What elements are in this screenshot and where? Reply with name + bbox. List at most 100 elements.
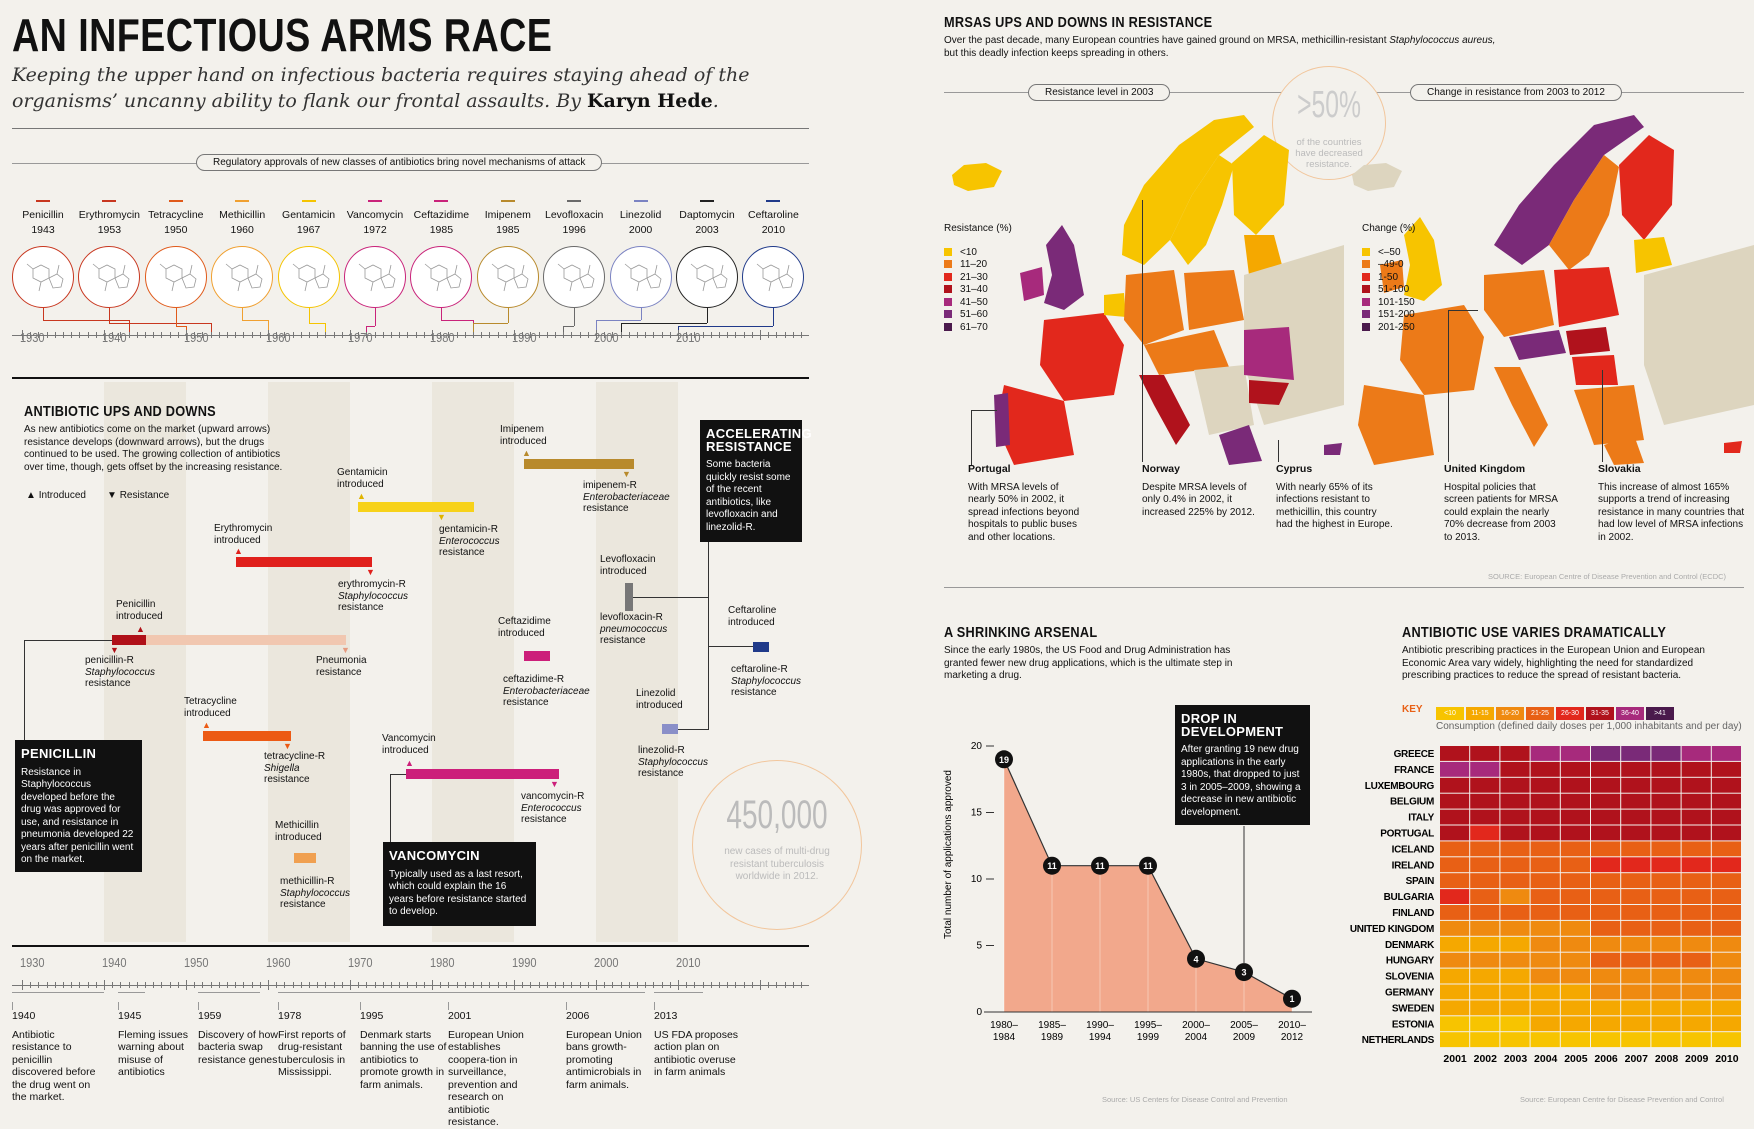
heatmap-cell	[1530, 841, 1560, 857]
axis-tick	[87, 982, 89, 988]
arsenal-point	[1139, 856, 1157, 875]
molecule-icon	[93, 263, 130, 292]
axis-tick	[579, 332, 581, 338]
vancomycin-intro-label: Vancomycin introduced	[382, 733, 436, 756]
heatmap-cell	[1681, 777, 1711, 793]
greece-2003	[1219, 425, 1262, 465]
axis-tick	[661, 332, 663, 338]
ireland-2003	[1020, 267, 1044, 301]
heatmap-cell	[1621, 889, 1651, 904]
heatmap-cell	[1440, 746, 1470, 761]
axis-line	[12, 335, 809, 336]
axis-tick	[530, 332, 532, 338]
axis-tick	[473, 982, 474, 988]
heatmap-cell	[1500, 873, 1530, 889]
erythromycin-intro-label: Erythromycin introduced	[214, 523, 273, 546]
axis-tick	[276, 982, 278, 988]
legend-2003-list: <10 11–20 21–30 31–40 41–50 51–60 61–70	[944, 247, 1012, 335]
decade-label: 1950	[184, 955, 209, 970]
heatmap-cell	[1651, 968, 1681, 984]
heatmap-cell	[1500, 936, 1530, 952]
heatmap-cell	[1560, 1016, 1590, 1032]
iceland-2003	[952, 163, 1002, 191]
axis-tick	[177, 332, 179, 338]
axis-tick	[563, 982, 565, 988]
axis-tick	[87, 332, 89, 338]
iberia-change	[1358, 385, 1434, 465]
heatmap-cell	[1530, 809, 1560, 825]
legend-resistance: ▼ Resistance	[107, 490, 170, 501]
heatmap-cell	[1711, 1032, 1741, 1048]
legend-change-list: <–50 –49-0 1-50 51-100 101-150 151-200 201-250	[1362, 247, 1415, 335]
legend-row: 21–30	[944, 272, 1012, 285]
axis-tick	[637, 332, 638, 338]
event-text: European Union establishes coopera-tion …	[448, 1028, 524, 1129]
legend-swatch	[944, 260, 952, 268]
legend-row: 11–20	[944, 259, 1012, 272]
heatmap-cell	[1440, 857, 1470, 873]
key-cell: 11-15	[1466, 707, 1494, 720]
drug-year: 2000	[628, 224, 653, 236]
arsenal-xtick: 1994	[1089, 1032, 1112, 1043]
axis-tick	[71, 332, 73, 338]
arsenal-xtick: 1989	[1041, 1032, 1064, 1043]
heatmap-cell	[1711, 968, 1741, 984]
event-leader-h	[566, 992, 646, 993]
legend-change-title: Change (%)	[1362, 223, 1416, 234]
imipenem-bar	[524, 459, 634, 469]
heatmap-cell	[1470, 889, 1500, 904]
drug-connector-h	[563, 326, 575, 327]
legend-row: 151-200	[1362, 309, 1415, 322]
axis-tick	[702, 982, 704, 988]
annotation-text: Despite MRSA levels of only 0.4% in 2002…	[1142, 481, 1255, 518]
arsenal-point-label: 11	[1095, 861, 1105, 871]
drop-note: DROP IN DEVELOPMENT After granting 19 ne…	[1175, 705, 1310, 825]
axis-tick	[768, 982, 770, 988]
event-leader	[360, 1002, 361, 1010]
arsenal-xtick: 2005–	[1230, 1020, 1258, 1031]
legend-label: 31–40	[960, 284, 988, 295]
heatmap-cell	[1651, 1032, 1681, 1048]
heatmap-cell	[1651, 761, 1681, 777]
event-leader-h	[654, 992, 703, 993]
key-cell: 31-35	[1586, 707, 1614, 720]
balkans-2003	[1194, 365, 1254, 435]
drug-name: Tetracycline	[148, 209, 204, 221]
finland-change	[1619, 135, 1674, 240]
usage-key-caption: Consumption (defined daily doses per 1,0…	[1436, 721, 1742, 732]
axis-tick	[112, 332, 114, 338]
heatmap-cell	[1681, 825, 1711, 841]
axis-tick	[497, 982, 499, 988]
heatmap-cell	[1470, 809, 1500, 825]
annotation-title: Norway	[1142, 463, 1180, 475]
drug-connector	[242, 308, 244, 320]
heatmap-cell	[1681, 841, 1711, 857]
axis-tick	[596, 330, 597, 340]
pneumonia-label: Pneumonia resistance	[316, 655, 367, 678]
axis-tick	[333, 332, 335, 338]
axis-tick	[596, 980, 597, 990]
drug-name: Vancomycin	[346, 209, 404, 221]
decade-label: 1970	[348, 955, 373, 970]
levofloxacin-bar	[625, 583, 633, 611]
arsenal-point	[1283, 989, 1301, 1008]
legend-row: 41–50	[944, 297, 1012, 310]
legend-swatch	[944, 247, 952, 256]
heatmap-cell	[1470, 952, 1500, 968]
annotation-text: With MRSA levels of nearly 50% in 2002, …	[968, 481, 1080, 543]
drug-gentamicin: Gentamicin 1967	[278, 200, 340, 238]
axis-tick	[604, 332, 606, 338]
axis-tick	[202, 332, 204, 338]
axis-tick	[530, 982, 532, 988]
drug-color-mark	[500, 200, 515, 202]
finland-2003	[1232, 135, 1289, 235]
axis-tick	[276, 332, 278, 338]
bottom-decade-axis: 1930 1940 1950 1960 1970 1980 1990 2000 2010	[12, 955, 812, 1015]
axis-tick	[522, 982, 524, 988]
heatmap-cell	[1560, 889, 1590, 904]
axis-tick	[112, 982, 114, 988]
axis-tick	[227, 332, 228, 338]
heatmap-cell	[1591, 984, 1621, 1000]
methicillin-intro-label: Methicillin introduced	[275, 820, 322, 843]
heatmap-cell	[1560, 920, 1590, 936]
